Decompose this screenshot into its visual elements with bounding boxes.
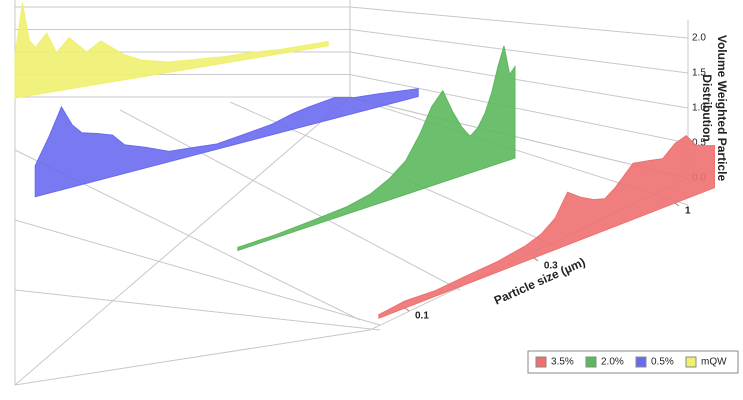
legend-label: mQW bbox=[701, 357, 727, 368]
x-tick bbox=[533, 257, 539, 262]
area bbox=[14, 2, 329, 99]
floor-edge bbox=[14, 329, 371, 386]
area bbox=[34, 88, 419, 198]
floor-edge bbox=[14, 96, 351, 386]
floor-grid bbox=[14, 289, 381, 331]
grid-line bbox=[349, 74, 689, 144]
grid-line bbox=[349, 51, 689, 109]
legend-swatch bbox=[635, 356, 647, 368]
legend-label: 2.0% bbox=[601, 357, 624, 368]
floor-grid bbox=[14, 219, 381, 326]
legend-label: 0.5% bbox=[651, 357, 674, 368]
x-tick bbox=[674, 202, 680, 207]
z-axis-title: Volume Weighted Particle Distribution bbox=[700, 34, 729, 182]
grid-line bbox=[349, 6, 689, 39]
legend-label: 3.5% bbox=[551, 357, 574, 368]
x-tick-label: 1 bbox=[685, 206, 691, 217]
z-tick-label: 0.5 bbox=[692, 138, 706, 149]
legend-swatch bbox=[585, 356, 597, 368]
legend: 3.5% 2.0% 0.5% mQW bbox=[527, 350, 739, 374]
floor-grid bbox=[119, 109, 461, 291]
legend-swatch bbox=[685, 356, 697, 368]
z-tick-label: 2.0 bbox=[692, 33, 706, 44]
x-tick-label: 0.1 bbox=[415, 311, 429, 322]
area bbox=[237, 45, 516, 252]
x-tick bbox=[404, 307, 410, 312]
z-tick-label: 1.5 bbox=[692, 68, 706, 79]
z-tick-label: 1.0 bbox=[692, 103, 706, 114]
area bbox=[378, 135, 715, 319]
grid-line bbox=[349, 29, 689, 74]
x-tick-label: 0.3 bbox=[544, 261, 558, 272]
legend-swatch bbox=[535, 356, 547, 368]
